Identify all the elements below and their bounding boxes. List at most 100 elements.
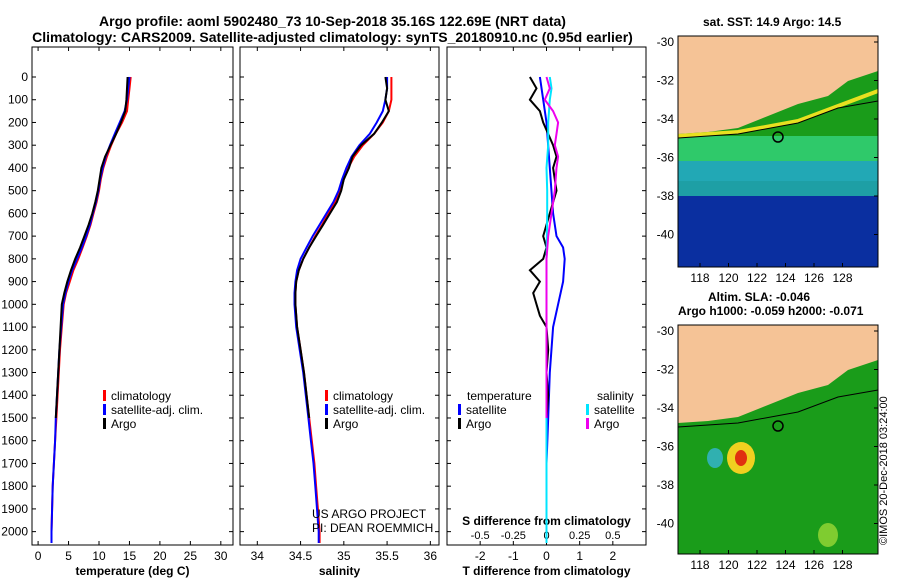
y-tick-label: 1600 (1, 434, 28, 448)
land-mass (678, 325, 878, 423)
lat-tick-label: -34 (657, 112, 675, 126)
chart-title-line1: Argo profile: aoml 5902480_73 10-Sep-201… (99, 13, 566, 29)
lat-tick-label: -40 (657, 228, 675, 242)
plot-frame-salinity (239, 46, 440, 546)
series-line-satellite-adj.-clim. (293, 77, 389, 543)
y-tick-label: 200 (8, 115, 28, 129)
plot-frame-temperature (31, 46, 234, 546)
legend-swatch (458, 418, 461, 429)
legend-label: temperature (467, 389, 532, 403)
series-line-Argo (294, 76, 390, 419)
x-axis-label: salinity (319, 564, 361, 578)
lon-tick-label: 120 (718, 558, 738, 572)
x-tick-label: 30 (214, 549, 228, 563)
y-tick-label: 1800 (1, 479, 28, 493)
legend-label: Argo (333, 417, 359, 431)
x-tick-label: 25 (184, 549, 198, 563)
series-line-salinity-Argo (543, 76, 560, 418)
legend-label: salinity (597, 389, 634, 403)
legend-label: satellite (466, 403, 507, 417)
x-tick-label: 2 (609, 549, 616, 563)
y-tick-label: 1000 (1, 297, 28, 311)
contour-line (677, 100, 879, 139)
argo-location-marker (772, 131, 784, 143)
lat-tick-label: -32 (657, 74, 675, 88)
sla-map-title-2: Argo h1000: -0.059 h2000: -0.071 (678, 304, 864, 318)
pi-annotation: PI: DEAN ROEMMICH (312, 521, 433, 535)
x2-tick-label: -0.5 (471, 530, 490, 542)
sst-band-cold (678, 196, 878, 267)
sst-map-title: sat. SST: 14.9 Argo: 14.5 (703, 15, 842, 29)
lon-tick-label: 126 (804, 558, 824, 572)
sla-anomaly-patch (818, 523, 838, 547)
x-tick-label: 5 (65, 549, 72, 563)
legend-label: climatology (111, 389, 171, 403)
imos-stamp: ©IMOS 20-Dec-2018 03:24:00 (878, 396, 890, 545)
sla-map (677, 324, 879, 555)
sst-map (677, 35, 879, 268)
x-tick-label: -1 (508, 549, 519, 563)
x-tick-label: 35 (337, 549, 351, 563)
y-tick-label: 2000 (1, 525, 28, 539)
legend-swatch (586, 404, 589, 415)
legend-swatch (103, 418, 106, 429)
lat-tick-label: -40 (657, 517, 675, 531)
lat-tick-label: -30 (657, 324, 675, 338)
legend-swatch (325, 404, 328, 415)
x-tick-label: 34 (251, 549, 265, 563)
legend-label: Argo (466, 417, 492, 431)
legend-swatch (103, 404, 106, 415)
x-tick-label: 35.5 (375, 549, 399, 563)
lat-tick-label: -36 (657, 151, 675, 165)
y-tick-label: 1400 (1, 388, 28, 402)
sla-map-title-1: Altim. SLA: -0.046 (708, 290, 811, 304)
y-tick-label: 1200 (1, 343, 28, 357)
lat-tick-label: -32 (657, 363, 675, 377)
legend-label: satellite (594, 403, 635, 417)
lon-tick-label: 124 (775, 271, 795, 285)
y-tick-label: 1500 (1, 411, 28, 425)
map-frame (677, 324, 879, 555)
pi-annotation: US ARGO PROJECT (312, 507, 427, 521)
y-tick-label: 800 (8, 252, 28, 266)
series-line-climatology (294, 77, 393, 543)
y-tick-label: 0 (21, 70, 28, 84)
y-tick-label: 1300 (1, 366, 28, 380)
lon-tick-label: 124 (775, 558, 795, 572)
legend-label: satellite-adj. clim. (333, 403, 425, 417)
x-tick-label: 0 (35, 549, 42, 563)
legend-label: Argo (594, 417, 620, 431)
legend-swatch (586, 418, 589, 429)
chart-title-line2: Climatology: CARS2009. Satellite-adjuste… (32, 29, 633, 45)
series-line-satellite-adj.-clim. (50, 76, 131, 543)
lon-tick-label: 118 (690, 271, 709, 285)
y-tick-label: 1700 (1, 456, 28, 470)
x2-tick-label: 0.25 (569, 530, 590, 542)
lon-tick-label: 118 (690, 558, 709, 572)
lat-tick-label: -36 (657, 440, 675, 454)
sst-band-cool (678, 161, 878, 196)
x2-tick-label: 0.5 (605, 530, 620, 542)
y-tick-label: 1100 (2, 320, 28, 334)
x-tick-label: 1 (576, 549, 583, 563)
lat-tick-label: -38 (657, 478, 675, 492)
legend-swatch (325, 418, 328, 429)
legend-label: climatology (333, 389, 393, 403)
x-tick-label: 0 (543, 549, 550, 563)
series-line-temperature-satellite (538, 76, 566, 543)
x-axis-label: T difference from climatology (462, 564, 630, 578)
x-tick-label: 15 (123, 549, 137, 563)
lon-tick-label: 128 (832, 271, 852, 285)
x-tick-label: -2 (475, 549, 486, 563)
y-tick-label: 500 (8, 184, 28, 198)
x-tick-label: 10 (92, 549, 106, 563)
map-frame (677, 35, 879, 268)
legend-swatch (103, 390, 106, 401)
lat-tick-label: -34 (657, 401, 675, 415)
legend-swatch (458, 404, 461, 415)
series-line-Argo (54, 76, 129, 419)
lat-tick-label: -38 (657, 189, 675, 203)
contour-line (677, 389, 879, 428)
y-tick-label: 400 (8, 161, 28, 175)
